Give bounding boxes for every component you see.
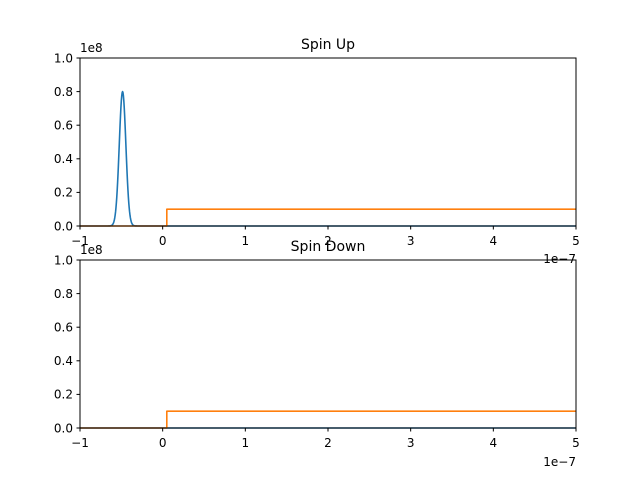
spin-down-x-tick-label: 0	[159, 436, 167, 450]
spin-down-x-tick-label: 5	[572, 436, 580, 450]
spin-up-x-tick-label: −1	[71, 234, 89, 248]
spin-up-y-tick-label: 0.8	[54, 85, 73, 99]
spin-down-y-tick-label: 0.8	[54, 287, 73, 301]
spin-down-y-tick-label: 1.0	[54, 253, 73, 267]
spin-up-x-tick-label: 4	[490, 234, 498, 248]
spin-down-x-offset-label: 1e−7	[543, 455, 576, 469]
spin-up-y-tick-label: 0.6	[54, 119, 73, 133]
spin-up-y-tick-label: 0.0	[54, 219, 73, 233]
spin-up-x-tick-label: 1	[242, 234, 250, 248]
spin-up-x-tick-label: 2	[324, 234, 332, 248]
spin-up-x-tick-label: 5	[572, 234, 580, 248]
spin-up-x-tick-label: 0	[159, 234, 167, 248]
spin-down-y-tick-label: 0.4	[54, 354, 73, 368]
spin-up-y-tick-label: 0.2	[54, 186, 73, 200]
spin-down-x-tick-label: 2	[324, 436, 332, 450]
spin-down-y-tick-label: 0.0	[54, 421, 73, 435]
spin-down-x-tick-label: 4	[490, 436, 498, 450]
spin-down-y-tick-label: 0.2	[54, 388, 73, 402]
spin-up-x-ticks: −1 0 1 2 3 4 5	[71, 226, 580, 248]
subplot-spin-down: −1 0 1 2 3 4 5 0.0 0.2 0.4 0.6 0.8 1.0 1e8 1e−7 Spi…	[54, 239, 580, 469]
spin-down-x-ticks: −1 0 1 2 3 4 5	[71, 428, 580, 450]
spin-up-x-offset-label: 1e−7	[543, 252, 576, 266]
spin-up-y-tick-label: 0.4	[54, 152, 73, 166]
spin-up-y-offset-label: 1e8	[80, 41, 103, 55]
spin-down-title: Spin Down	[291, 239, 366, 255]
spin-down-y-offset-label: 1e8	[80, 243, 103, 257]
spin-down-x-tick-label: −1	[71, 436, 89, 450]
spin-up-y-ticks: 0.0 0.2 0.4 0.6 0.8 1.0	[54, 51, 80, 233]
subplot-spin-up: −1 0 1 2 3 4 5 0.00.20.40.60.81.0 Spin Up 1e8 …	[54, 37, 580, 266]
spin-up-y-tick-label: 1.0	[54, 51, 73, 65]
spin-down-y-tick-label: 0.6	[54, 321, 73, 335]
spin-up-x-tick-label: 3	[407, 234, 415, 248]
spin-down-y-ticks: 0.0 0.2 0.4 0.6 0.8 1.0	[54, 253, 80, 435]
spin-down-x-tick-label: 1	[242, 436, 250, 450]
spin-down-x-tick-label: 3	[407, 436, 415, 450]
spin-up-title: Spin Up	[301, 37, 355, 53]
